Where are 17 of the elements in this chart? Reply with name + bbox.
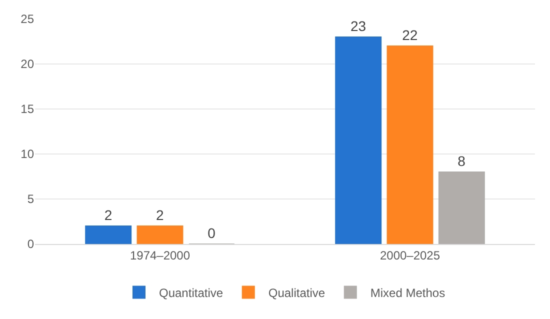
legend-label: Quantitative [159,286,224,300]
x-tick-label: 1974–2000 [130,248,190,262]
legend-label: Mixed Methos [370,286,446,300]
x-tick-label: 2000–2025 [380,248,440,262]
data-label: 22 [402,27,418,43]
y-tick-label: 0 [27,237,34,252]
data-label: 2 [156,207,164,223]
y-tick-label: 10 [20,147,34,162]
y-tick-label: 20 [20,57,34,72]
data-label: 0 [208,225,216,241]
y-tick-label: 15 [20,102,34,116]
y-tick-label: 25 [20,12,34,26]
legend-label: Qualitative [268,286,326,300]
data-label: 8 [458,153,466,169]
data-label: 23 [350,18,366,34]
y-tick-label: 5 [27,192,34,206]
data-label: 2 [104,207,112,223]
